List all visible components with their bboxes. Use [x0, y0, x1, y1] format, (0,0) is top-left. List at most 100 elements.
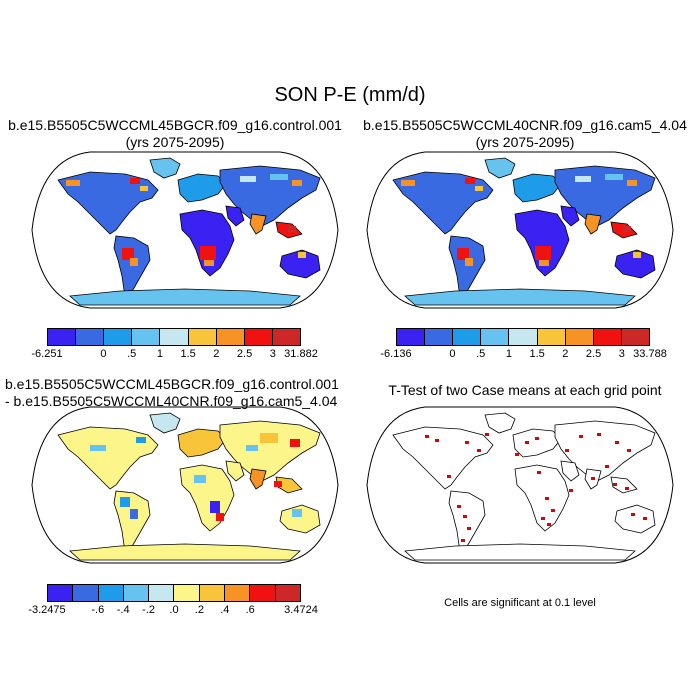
colorbar-label: 2 — [562, 348, 569, 360]
colorbar-panel1 — [47, 328, 301, 346]
colorbar-swatch — [621, 329, 649, 345]
continent-greenland — [149, 412, 181, 434]
colorbar-panel1-labels: -6.251 0 .5 1 1.5 2 2.5 3 31.882 — [31, 348, 317, 362]
significant-cell — [537, 471, 541, 474]
continent-europe — [177, 173, 227, 203]
field-patch — [120, 497, 130, 507]
continent-north-america — [57, 426, 159, 490]
colorbar-swatch — [272, 329, 300, 345]
continent-india — [249, 468, 267, 490]
colorbar-swatch — [132, 329, 161, 345]
continent-greenland — [149, 157, 181, 179]
significant-cell — [591, 477, 595, 480]
field-patch — [216, 513, 224, 521]
continent-europe — [512, 173, 562, 203]
colorbar-swatch — [565, 329, 594, 345]
significance-note: Cells are significant at 0.1 level — [444, 597, 596, 609]
continent-greenland — [484, 412, 516, 434]
continent-antarctica — [69, 543, 301, 561]
continent-antarctica — [404, 543, 636, 561]
continent-australia — [279, 504, 321, 534]
colorbar-label: .5 — [127, 348, 137, 360]
field-patch — [66, 180, 80, 186]
field-patch — [465, 178, 475, 184]
colorbar-swatch — [250, 585, 276, 601]
colorbar-swatch — [509, 329, 538, 345]
field-patch — [270, 174, 288, 180]
field-patch — [130, 509, 138, 519]
panel1-title: b.e15.B5505C5WCCML45BGCR.f09_g16.control… — [0, 117, 350, 151]
colorbar-panel2-labels: -6.136 0 .5 1 1.5 2 2.5 3 33.788 — [380, 348, 666, 362]
colorbar-label: 33.788 — [633, 348, 667, 360]
significant-cell — [425, 435, 429, 438]
field-patch — [130, 178, 140, 184]
continent-south-america — [448, 490, 486, 554]
field-patch — [204, 260, 214, 266]
map-panel-cam5 — [366, 151, 674, 309]
map-frame — [31, 406, 339, 564]
map-panel-difference — [31, 406, 339, 564]
colorbar-swatch — [104, 329, 133, 345]
colorbar-swatch — [425, 329, 454, 345]
significant-cell — [615, 441, 619, 444]
field-patch — [210, 501, 220, 513]
significant-cell — [515, 453, 519, 456]
field-patch — [292, 509, 302, 517]
colorbar-swatch — [225, 585, 251, 601]
colorbar-label: .0 — [169, 604, 179, 616]
significant-cell — [467, 527, 471, 530]
continent-south-america — [113, 490, 151, 554]
field-patch — [140, 186, 148, 191]
colorbar-label: -3.2475 — [28, 604, 66, 616]
significant-cell — [477, 449, 481, 452]
significant-cell — [547, 523, 551, 526]
colorbar-label: .5 — [476, 348, 486, 360]
field-patch — [274, 481, 282, 487]
colorbar-label: 2.5 — [585, 348, 602, 360]
field-patch — [627, 180, 637, 186]
field-patch — [130, 258, 138, 266]
colorbar-swatch — [244, 329, 273, 345]
panel1-title-line1: b.e15.B5505C5WCCML45BGCR.f09_g16.control… — [8, 117, 342, 133]
colorbar-swatch — [199, 585, 226, 601]
colorbar-swatch — [275, 585, 300, 601]
significant-cell — [463, 515, 467, 518]
continent-asia — [219, 420, 321, 482]
field-patch — [292, 180, 302, 186]
field-patch — [122, 248, 134, 260]
field-patch — [246, 445, 258, 451]
colorbar-label: 2 — [213, 348, 220, 360]
significant-cell — [485, 433, 489, 436]
continent-europe — [177, 428, 227, 458]
significant-cell — [457, 505, 461, 508]
continent-antarctica — [69, 288, 301, 306]
colorbar-label: 31.882 — [284, 348, 318, 360]
panel3-title-line2: - b.e15.B5505C5WCCML40CNR.f09_g16.cam5_4… — [5, 393, 338, 409]
colorbar-swatch — [48, 585, 74, 601]
panel2-title-line1: b.e15.B5505C5WCCML40CNR.f09_g16.cam5_4.0… — [363, 117, 687, 133]
colorbar-swatch — [160, 329, 189, 345]
colorbar-swatch — [453, 329, 482, 345]
significant-cell — [551, 509, 555, 512]
significant-cell — [579, 435, 583, 438]
field-patch — [539, 260, 549, 266]
colorbar-label: .2 — [194, 604, 204, 616]
field-patch — [465, 258, 473, 266]
field-patch — [288, 226, 296, 232]
field-patch — [457, 248, 469, 260]
continent-australia — [279, 249, 321, 279]
continent-arabia — [560, 460, 580, 482]
main-title: SON P-E (mm/d) — [274, 84, 426, 106]
colorbar-label: -.6 — [91, 604, 105, 616]
colorbar-label: -6.251 — [31, 348, 63, 360]
panel1-title-line2: (yrs 2075-2095) — [125, 134, 225, 150]
continent-arabia — [225, 205, 245, 227]
colorbar-label: 1 — [505, 348, 512, 360]
colorbar-swatch — [174, 585, 200, 601]
colorbar-panel3-labels: -3.2475 -.6 -.4 -.2 .0 .2 .4 .6 3.4724 — [28, 604, 317, 618]
significant-cell — [465, 441, 469, 444]
colorbar-label: -.2 — [142, 604, 156, 616]
field-patch — [290, 439, 300, 447]
continent-australia — [614, 249, 656, 279]
field-patch — [535, 246, 551, 260]
